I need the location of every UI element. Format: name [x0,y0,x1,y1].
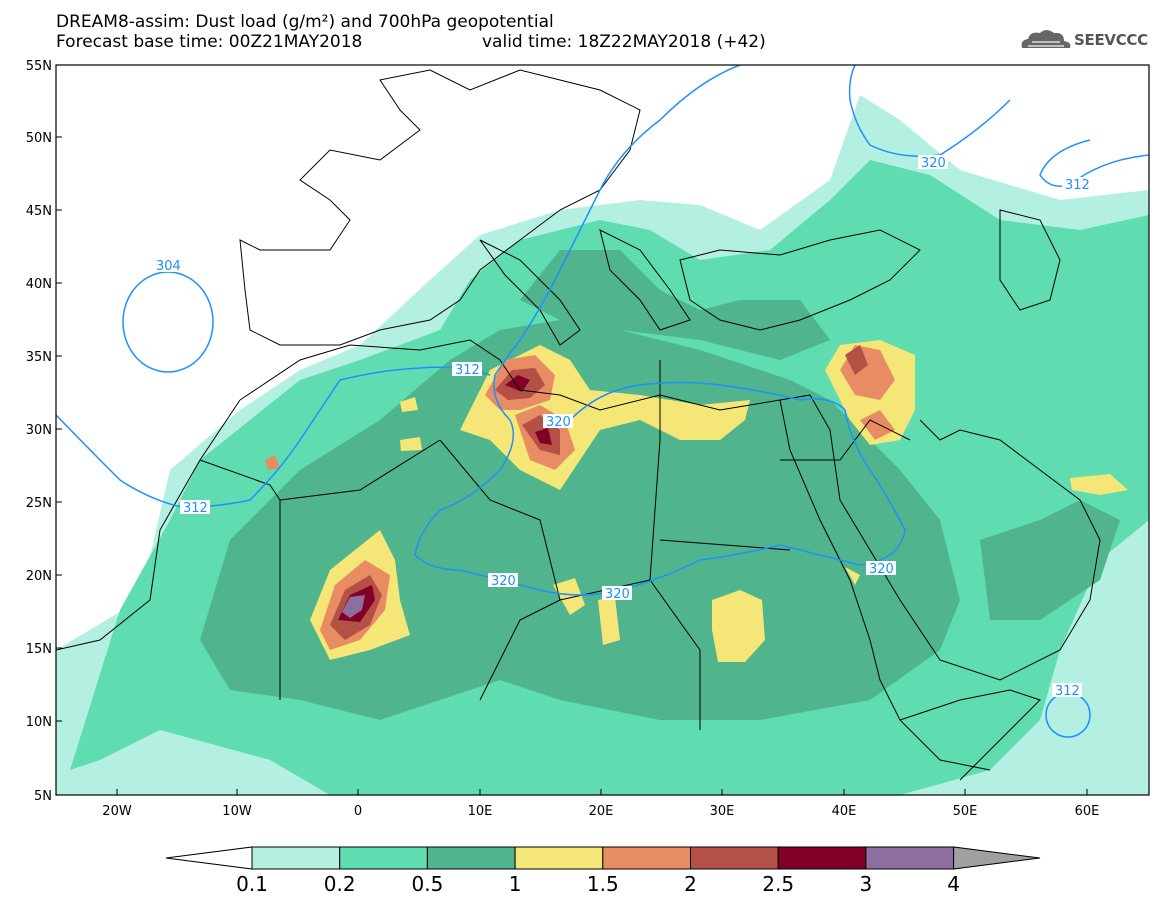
coastline-arabia [809,394,1101,681]
colorbar-level-label: 1.5 [586,872,619,896]
colorbar-level-label: 0.2 [323,872,356,896]
lon-label: 40E [832,804,857,819]
lat-label: 15N [26,642,52,657]
colorbar-level-label: 2 [684,872,697,896]
colorbar-level-label: 1 [508,872,522,896]
contour-label-312-west: 312 [183,501,208,516]
colorbar-swatch [777,846,867,870]
lat-label: 40N [26,277,52,292]
colorbar-level-label: 3 [859,872,873,896]
contour-label-312-mid: 312 [455,363,480,378]
lat-label: 30N [26,423,52,438]
lon-label: 10E [468,804,493,819]
coastline-turkey [679,229,921,331]
dust-yellow-6 [1070,474,1128,495]
dust-field-mid-east [980,500,1120,620]
contour-label-312-se: 312 [1055,684,1080,699]
dust-darkred-1 [505,375,552,445]
colorbar-swatch [602,846,691,870]
dust-purple-1 [342,595,365,618]
contour-312-west [56,366,491,509]
lon-label: 20W [102,804,132,819]
lat-label: 10N [26,715,52,730]
coastline-caspian [999,209,1061,311]
contour-320 [414,65,906,596]
colorbar-swatch [514,846,604,870]
colorbar-swatch [426,846,516,870]
dust-orange-4 [265,455,280,470]
lat-label: 5N [34,789,52,804]
coastline-italy-balkans [479,229,691,346]
contour-label-320-arabia: 320 [869,562,894,577]
contour-label-320-north: 320 [921,156,946,171]
lon-label: 60E [1075,804,1100,819]
contour-label-320-chad: 320 [491,574,516,589]
cloud-icon [1021,30,1071,48]
colorbar-swatch [865,846,955,870]
dust-field-mid-north [520,250,830,360]
colorbar-swatch [251,846,341,870]
colorbar-swatch [690,846,779,870]
lat-label: 50N [26,131,52,146]
forecast-base-time: Forecast base time: 00Z21MAY2018 [56,32,363,52]
coastline-africa-west [56,399,241,651]
contour-312-tr [1039,139,1149,187]
lon-label: 30E [710,804,735,819]
lat-label: 55N [26,59,52,74]
coastline-europe [239,69,641,346]
map-title: DREAM8-assim: Dust load (g/m²) and 700hP… [56,12,554,32]
contour-label-304: 304 [156,259,181,274]
colorbar-level-label: 2.5 [762,872,795,896]
colorbar-level-label: 0.1 [236,872,268,896]
valid-time: valid time: 18Z22MAY2018 (+42) [482,32,766,52]
coastline-horn [899,689,1041,781]
colorbar-under-arrow [165,846,253,870]
lon-label: 20E [589,804,614,819]
colorbar-swatch [339,846,428,870]
lon-label: 0 [354,804,362,819]
dust-yellow-4 [712,590,765,662]
colorbar-over-arrow [953,846,1041,870]
dust-red-3 [845,345,868,375]
colorbar-level-label: 0.5 [411,872,444,896]
lat-label: 20N [26,569,52,584]
lat-label: 25N [26,496,52,511]
lon-label: 50E [953,804,978,819]
lon-label: 10W [222,804,252,819]
lat-label: 35N [26,350,52,365]
contour-label-320-libya: 320 [546,415,571,430]
lat-label: 45N [26,204,52,219]
country-borders [199,360,911,730]
contour-label-312-tr: 312 [1065,178,1090,193]
colorbar-level-label: 4 [947,872,960,896]
coastline-red-sea [779,399,991,771]
seevccc-logo: SEEVCCC [1074,31,1148,49]
contour-312-north [848,65,1011,157]
coastline-africa-north [239,339,811,411]
contour-label-320-sudan: 320 [605,587,630,602]
